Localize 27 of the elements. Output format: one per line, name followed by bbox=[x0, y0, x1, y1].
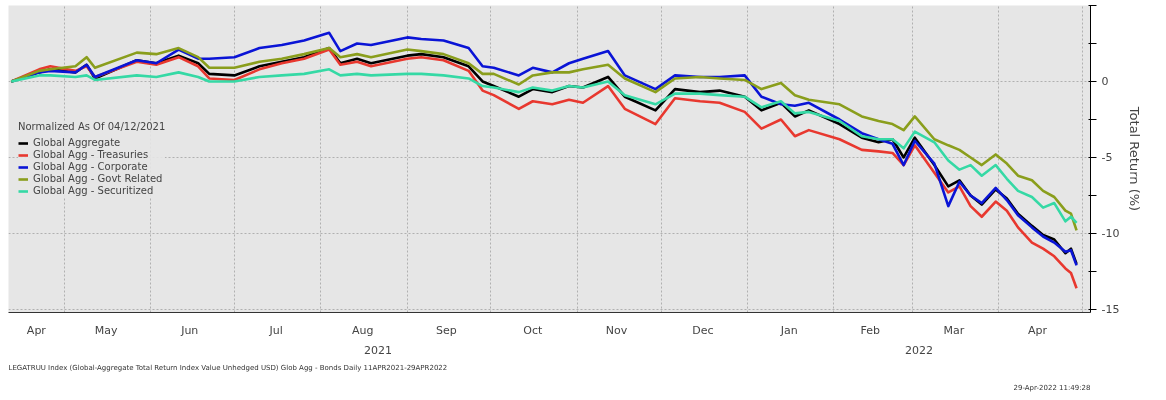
x-tick-label: Nov bbox=[605, 323, 628, 337]
y-tick-label: 0 bbox=[1101, 75, 1109, 89]
x-tick-label: Feb bbox=[860, 323, 880, 337]
legend-title: Normalized As Of 04/12/2021 bbox=[18, 120, 166, 132]
line-series bbox=[9, 68, 1078, 225]
y-tick-label: -10 bbox=[1101, 227, 1120, 241]
x-tick-label: Oct bbox=[523, 323, 543, 337]
legend-label: Global Aggregate bbox=[33, 136, 121, 149]
text: 2021 bbox=[364, 343, 392, 357]
legend-label: Global Agg - Securitized bbox=[33, 184, 154, 197]
x-tick-label: Jun bbox=[180, 323, 199, 337]
x-tick-label: Apr bbox=[26, 323, 47, 337]
x-tick-label: Dec bbox=[692, 323, 714, 337]
y-tick-label: -5 bbox=[1101, 151, 1113, 165]
y-axis-title: Total Return (%) bbox=[1127, 105, 1143, 212]
x-tick-label: Mar bbox=[943, 323, 965, 337]
x-tick-label: May bbox=[94, 323, 118, 337]
x-tick-label: Aug bbox=[351, 323, 374, 337]
x-tick-label: Apr bbox=[1028, 323, 1048, 337]
x-tick-label: Jul bbox=[268, 323, 283, 337]
legend-label: Global Agg - Treasuries bbox=[33, 148, 149, 161]
legend-label: Global Agg - Govt Related bbox=[33, 172, 163, 185]
y-tick-label: -15 bbox=[1101, 303, 1120, 317]
legend-label: Global Agg - Corporate bbox=[33, 160, 148, 173]
x-tick-label: Sep bbox=[435, 323, 457, 337]
x-tick-label: Jan bbox=[779, 323, 798, 337]
text: 2022 bbox=[905, 343, 933, 357]
